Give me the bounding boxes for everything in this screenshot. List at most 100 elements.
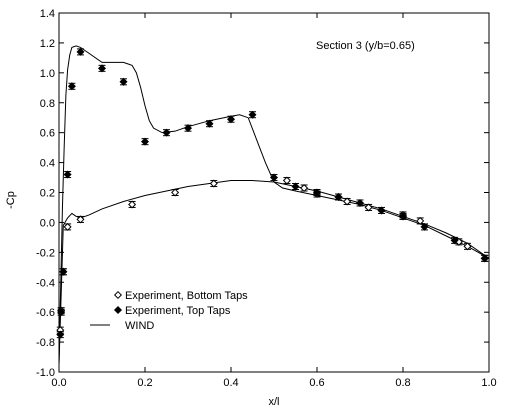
section-annotation: Section 3 (y/b=0.65) bbox=[316, 40, 415, 52]
top-tap-point bbox=[480, 254, 489, 263]
diamond-marker bbox=[450, 236, 459, 245]
wind-curves bbox=[58, 45, 490, 365]
diamond-marker bbox=[398, 212, 408, 221]
wind-line bbox=[58, 45, 490, 365]
diamond-marker bbox=[97, 64, 107, 73]
x-tick-label: 0.4 bbox=[223, 377, 238, 389]
y-tick-label: 0.2 bbox=[40, 188, 55, 200]
plot-frame bbox=[58, 12, 490, 373]
x-tick-label: 1.0 bbox=[481, 377, 496, 389]
plot-frame-rect bbox=[58, 12, 490, 373]
diamond-marker bbox=[300, 184, 309, 193]
y-tick-label: 0.8 bbox=[40, 98, 55, 110]
top-tap-point bbox=[248, 110, 257, 119]
top-tap-point bbox=[398, 212, 408, 221]
experiment-markers bbox=[56, 47, 489, 339]
bottom-tap-point bbox=[300, 184, 309, 193]
x-tick-label: 0.6 bbox=[309, 377, 324, 389]
diamond-marker bbox=[59, 267, 68, 276]
legend-label: WIND bbox=[125, 320, 154, 332]
x-tick-label: 0.2 bbox=[137, 377, 152, 389]
y-tick-label: 1.4 bbox=[40, 8, 55, 20]
top-tap-point bbox=[450, 236, 459, 245]
y-axis-title: -Cp bbox=[5, 191, 17, 209]
y-tick-label: -1.0 bbox=[36, 367, 55, 379]
top-tap-point bbox=[119, 77, 128, 86]
diamond-marker bbox=[463, 242, 472, 251]
diamond-marker bbox=[140, 137, 150, 146]
top-tap-point bbox=[57, 308, 66, 317]
top-tap-point bbox=[140, 137, 150, 146]
x-tick-label: 0.0 bbox=[51, 377, 66, 389]
bottom-tap-point bbox=[209, 179, 218, 188]
top-tap-point bbox=[59, 267, 68, 276]
diamond-marker bbox=[420, 222, 429, 231]
top-tap-point bbox=[67, 82, 76, 91]
top-tap-point bbox=[226, 115, 236, 124]
top-tap-point bbox=[291, 182, 300, 191]
top-tap-point bbox=[183, 124, 193, 133]
diamond-marker bbox=[63, 170, 72, 179]
diamond-marker bbox=[162, 128, 171, 137]
top-tap-point bbox=[205, 119, 214, 128]
diamond-marker bbox=[364, 203, 373, 212]
top-tap-point bbox=[377, 206, 386, 215]
bottom-tap-point bbox=[63, 222, 72, 231]
x-axis-title: x/l bbox=[269, 396, 280, 408]
top-tap-point bbox=[162, 128, 171, 137]
diamond-marker bbox=[171, 188, 180, 197]
diamond-marker bbox=[480, 254, 489, 263]
top-tap-point bbox=[56, 330, 65, 339]
diamond-marker bbox=[226, 115, 236, 124]
x-tick-label: 0.8 bbox=[395, 377, 410, 389]
diamond-marker bbox=[282, 176, 291, 185]
diamond-marker bbox=[205, 119, 214, 128]
y-tick-label: -0.2 bbox=[36, 247, 55, 259]
legend: Experiment, Bottom Taps Experiment, Top T… bbox=[90, 290, 248, 332]
diamond-marker bbox=[209, 179, 218, 188]
top-tap-point bbox=[334, 192, 343, 201]
bottom-tap-point bbox=[343, 197, 352, 206]
top-tap-point bbox=[420, 222, 429, 231]
diamond-marker bbox=[248, 110, 257, 119]
top-tap-point bbox=[76, 47, 85, 56]
legend-label: Experiment, Bottom Taps bbox=[125, 290, 248, 302]
legend-label: Experiment, Top Taps bbox=[125, 305, 231, 317]
diamond-marker bbox=[416, 216, 425, 225]
y-tick-label: 1.2 bbox=[40, 38, 55, 50]
legend-item: Experiment, Top Taps bbox=[113, 305, 231, 317]
legend-diamond-swatch bbox=[113, 305, 123, 315]
diamond-marker bbox=[343, 197, 352, 206]
top-tap-point bbox=[269, 173, 279, 182]
top-tap-point bbox=[312, 188, 322, 197]
y-tick-label: -0.8 bbox=[36, 337, 55, 349]
diamond-marker bbox=[56, 330, 65, 339]
diamond-marker bbox=[312, 188, 322, 197]
diamond-marker bbox=[291, 182, 300, 191]
top-tap-point bbox=[97, 64, 107, 73]
top-tap-point bbox=[355, 198, 365, 207]
y-tick-label: 0.6 bbox=[40, 128, 55, 140]
top-tap-point bbox=[63, 170, 72, 179]
y-tick-label: -0.4 bbox=[36, 277, 55, 289]
bottom-tap-point bbox=[463, 242, 472, 251]
wind-line bbox=[58, 180, 490, 365]
bottom-tap-point bbox=[76, 215, 85, 224]
y-tick-label: 0.4 bbox=[40, 158, 55, 170]
bottom-tap-point bbox=[128, 200, 137, 209]
legend-diamond-swatch bbox=[113, 290, 123, 300]
diamond-marker bbox=[67, 82, 76, 91]
diamond-marker bbox=[355, 198, 365, 207]
y-tick-label: -0.6 bbox=[36, 307, 55, 319]
diamond-marker bbox=[269, 173, 279, 182]
legend-item: WIND bbox=[90, 320, 154, 332]
bottom-tap-point bbox=[171, 188, 180, 197]
y-tick-label: 1.0 bbox=[40, 68, 55, 80]
diamond-marker bbox=[57, 308, 66, 317]
y-tick-label: 0.0 bbox=[40, 217, 55, 229]
bottom-tap-point bbox=[364, 203, 373, 212]
diamond-marker bbox=[377, 206, 386, 215]
diamond-marker bbox=[128, 200, 137, 209]
legend-item: Experiment, Bottom Taps bbox=[113, 290, 248, 302]
